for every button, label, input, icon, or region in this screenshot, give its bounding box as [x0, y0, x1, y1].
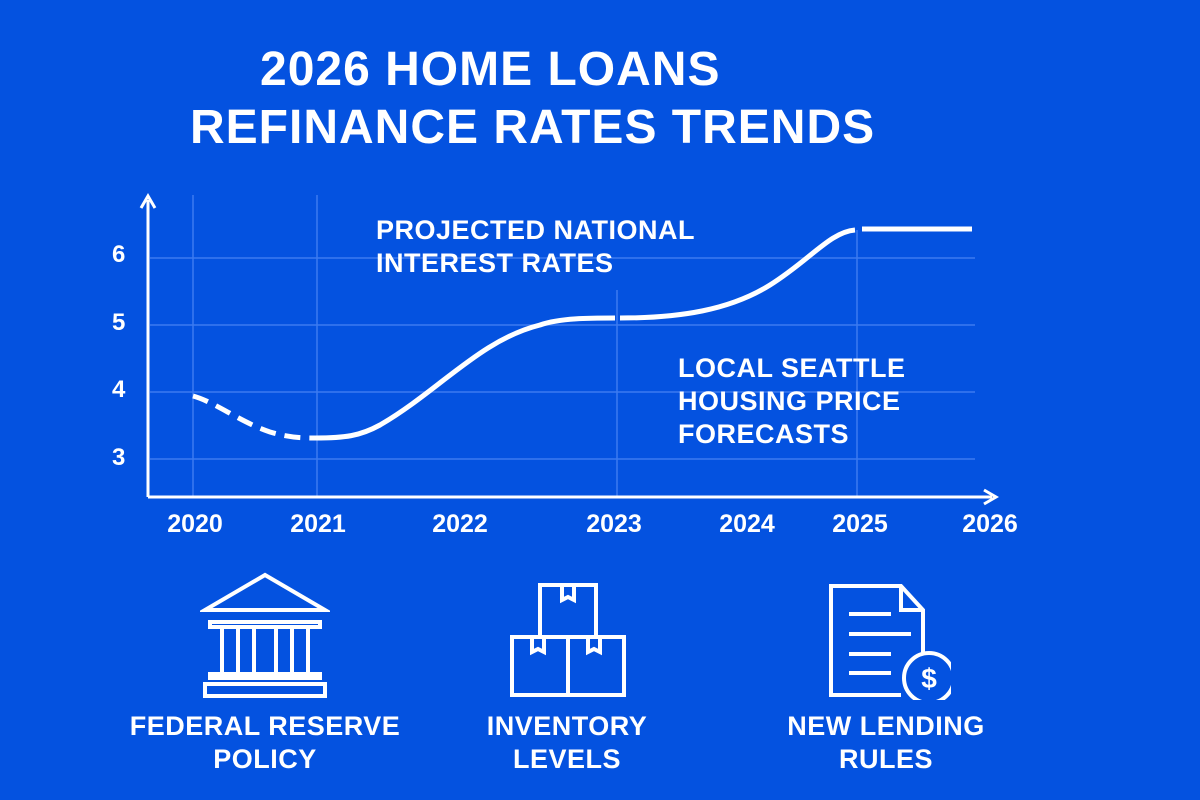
title-line-1: 2026 HOME LOANS	[260, 43, 721, 96]
annotation-seattle-forecasts: LOCAL SEATTLE HOUSING PRICE FORECASTS	[678, 353, 906, 449]
x-tick-2022: 2022	[432, 510, 488, 538]
x-tick-2021: 2021	[290, 510, 346, 538]
x-tick-2023: 2023	[586, 510, 642, 538]
factor-label: INVENTORY LEVELS	[486, 711, 648, 774]
y-tick-6: 6	[112, 241, 126, 268]
svg-text:$: $	[921, 663, 937, 694]
axes	[139, 193, 999, 506]
gridlines	[150, 195, 975, 497]
factor-label: NEW LENDING RULES	[787, 711, 985, 774]
factor-inventory: INVENTORY LEVELS	[417, 570, 717, 776]
x-tick-2026: 2026	[962, 510, 1018, 538]
y-tick-4: 4	[112, 376, 126, 403]
x-tick-2024: 2024	[719, 510, 775, 538]
x-tick-2020: 2020	[167, 510, 223, 538]
factor-federal-reserve: FEDERAL RESERVE POLICY	[115, 570, 415, 776]
x-tick-2025: 2025	[832, 510, 888, 538]
line-chart	[139, 193, 999, 506]
factor-label: FEDERAL RESERVE POLICY	[129, 711, 401, 774]
bank-building-icon	[200, 572, 330, 698]
title-line-2: REFINANCE RATES TRENDS	[190, 101, 876, 154]
rate-line-dashed	[192, 393, 316, 441]
rate-line-solid	[314, 315, 616, 441]
stacked-boxes-icon	[510, 583, 626, 697]
y-tick-3: 3	[112, 444, 126, 471]
annotation-national-rates: PROJECTED NATIONAL INTEREST RATES	[376, 215, 696, 278]
factor-lending-rules: $ NEW LENDING RULES	[736, 570, 1036, 776]
document-dollar-icon: $	[829, 584, 951, 700]
y-tick-5: 5	[112, 309, 126, 336]
rate-line-solid-2	[619, 227, 856, 321]
